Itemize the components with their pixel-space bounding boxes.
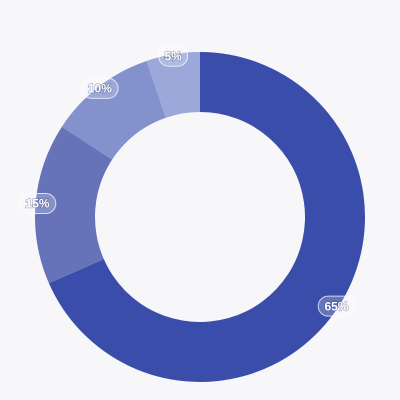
value-label: 65%	[324, 299, 348, 313]
donut-segment	[35, 126, 113, 284]
donut-segment	[48, 52, 365, 383]
value-label: 15%	[26, 197, 50, 211]
label-pill	[18, 193, 57, 215]
donut-segment	[61, 60, 166, 160]
donut-segment	[146, 52, 200, 118]
value-label: 5%	[164, 49, 182, 63]
label-pill	[81, 77, 119, 99]
value-label: 10%	[88, 82, 112, 96]
label-pill	[158, 45, 189, 67]
label-pill	[317, 295, 356, 317]
